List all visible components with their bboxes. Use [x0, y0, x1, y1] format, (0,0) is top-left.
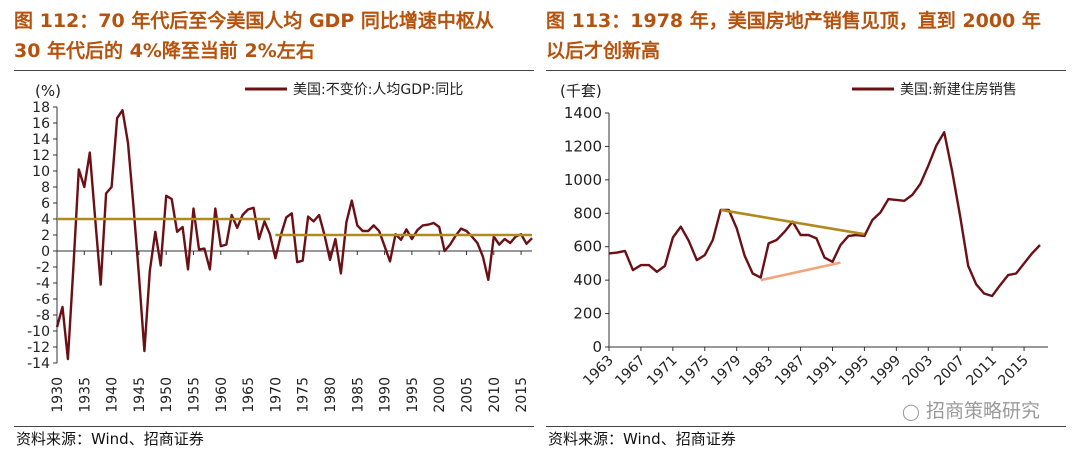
right-line-chart: 1400120010008006004002000196319671971197… — [560, 82, 1048, 390]
right-title-line2: 以后才创新高 — [546, 40, 661, 62]
left-x-tick-label: 1950 — [159, 377, 175, 413]
left-x-tick-label: 2015 — [514, 377, 530, 413]
right-unit-label: (千套) — [560, 82, 602, 100]
left-x-tick-label: 1990 — [378, 377, 394, 413]
right-bottom-rule — [546, 426, 1066, 427]
left-y-tick-label: 14 — [32, 132, 50, 148]
left-top-rule — [14, 70, 534, 71]
left-title-line2: 30 年代后的 4%降至当前 2%左右 — [14, 40, 315, 62]
right-x-tick-label: 1983 — [740, 353, 777, 390]
left-legend-label: 美国:不变价:人均GDP:同比 — [293, 82, 463, 98]
left-y-tick-label: 18 — [32, 100, 50, 116]
left-unit-label: (%) — [35, 82, 61, 100]
left-x-tick-label: 1975 — [296, 377, 312, 413]
left-y-tick-label: -14 — [27, 356, 50, 372]
right-x-tick-label: 1991 — [804, 353, 841, 390]
right-y-tick-label: 600 — [573, 238, 602, 256]
left-y-tick-label: -4 — [36, 276, 50, 292]
wechat-icon: ◯ — [902, 402, 920, 421]
left-x-tick-label: 1945 — [132, 377, 148, 413]
right-y-tick-label: 800 — [573, 204, 602, 222]
left-x-tick-label: 2005 — [459, 377, 475, 413]
right-y-tick-label: 0 — [592, 338, 602, 356]
right-y-tick-label: 200 — [573, 305, 602, 323]
right-y-tick-label: 1400 — [564, 104, 602, 122]
left-y-tick-label: 10 — [32, 164, 50, 180]
right-x-tick-label: 1975 — [676, 353, 713, 390]
watermark-text: 招商策略研究 — [925, 400, 1040, 422]
right-trend-line-2 — [760, 261, 841, 282]
right-x-tick-label: 1963 — [580, 353, 617, 390]
right-x-tick-label: 1987 — [772, 353, 809, 390]
left-x-tick-label: 1930 — [50, 377, 66, 413]
left-y-tick-label: 0 — [41, 244, 50, 260]
left-series-line — [55, 109, 533, 361]
left-x-tick-label: 1985 — [350, 377, 366, 413]
left-y-tick-label: -8 — [36, 308, 50, 324]
right-trend-line-1 — [720, 208, 865, 236]
right-title-line1: 图 113：1978 年，美国房地产销售见顶，直到 2000 年 — [546, 10, 1041, 32]
right-y-tick-label: 400 — [573, 271, 602, 289]
left-y-tick-label: -10 — [27, 324, 50, 340]
right-x-tick-label: 2015 — [995, 353, 1032, 390]
right-x-tick-label: 1979 — [708, 353, 745, 390]
left-y-tick-label: -6 — [36, 292, 50, 308]
left-x-tick-label: 1935 — [77, 377, 93, 413]
left-x-tick-label: 1995 — [405, 377, 421, 413]
right-legend-label: 美国:新建住房销售 — [900, 82, 1017, 98]
right-top-rule — [546, 70, 1066, 71]
left-x-tick-label: 2000 — [432, 377, 448, 413]
right-y-tick-label: 1200 — [564, 137, 602, 155]
right-series-line — [608, 131, 1041, 298]
right-x-tick-label: 1971 — [644, 353, 681, 390]
right-x-tick-label: 1995 — [836, 353, 873, 390]
left-x-tick-label: 1980 — [323, 377, 339, 413]
right-x-tick-label: 1967 — [612, 353, 649, 390]
left-y-tick-label: 2 — [41, 228, 50, 244]
left-x-tick-label: 1960 — [214, 377, 230, 413]
right-x-tick-label: 2011 — [963, 353, 1000, 390]
left-x-tick-label: 1940 — [105, 377, 121, 413]
left-y-tick-label: -2 — [36, 260, 50, 276]
right-source: 资料来源：Wind、招商证券 — [548, 430, 736, 448]
left-x-tick-label: 1965 — [241, 377, 257, 413]
left-y-tick-label: 12 — [32, 148, 50, 164]
left-title-line1: 图 112：70 年代后至今美国人均 GDP 同比增速中枢从 — [14, 10, 494, 32]
left-x-tick-label: 1955 — [186, 377, 202, 413]
left-y-tick-label: 4 — [41, 212, 50, 228]
right-x-tick-label: 2003 — [900, 353, 937, 390]
left-y-tick-label: 16 — [32, 116, 50, 132]
left-y-tick-label: -12 — [27, 340, 50, 356]
right-y-tick-label: 1000 — [564, 171, 602, 189]
right-x-tick-label: 2007 — [932, 353, 969, 390]
left-y-tick-label: 6 — [41, 196, 50, 212]
watermark: ◯ 招商策略研究 — [902, 396, 1040, 423]
left-y-tick-label: 8 — [41, 180, 50, 196]
left-bottom-rule — [14, 426, 534, 427]
right-x-tick-label: 1999 — [868, 353, 905, 390]
left-source: 资料来源：Wind、招商证券 — [16, 430, 204, 448]
left-x-tick-label: 1970 — [268, 377, 284, 413]
left-x-tick-label: 2010 — [487, 377, 503, 413]
